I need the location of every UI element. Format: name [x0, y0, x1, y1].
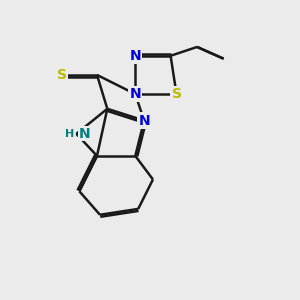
Text: N: N	[79, 127, 90, 141]
Text: S: S	[172, 87, 182, 101]
Text: N: N	[130, 49, 141, 63]
Text: N: N	[138, 114, 150, 128]
Text: N: N	[130, 87, 141, 101]
Text: H: H	[65, 129, 74, 139]
Text: S: S	[57, 68, 67, 82]
